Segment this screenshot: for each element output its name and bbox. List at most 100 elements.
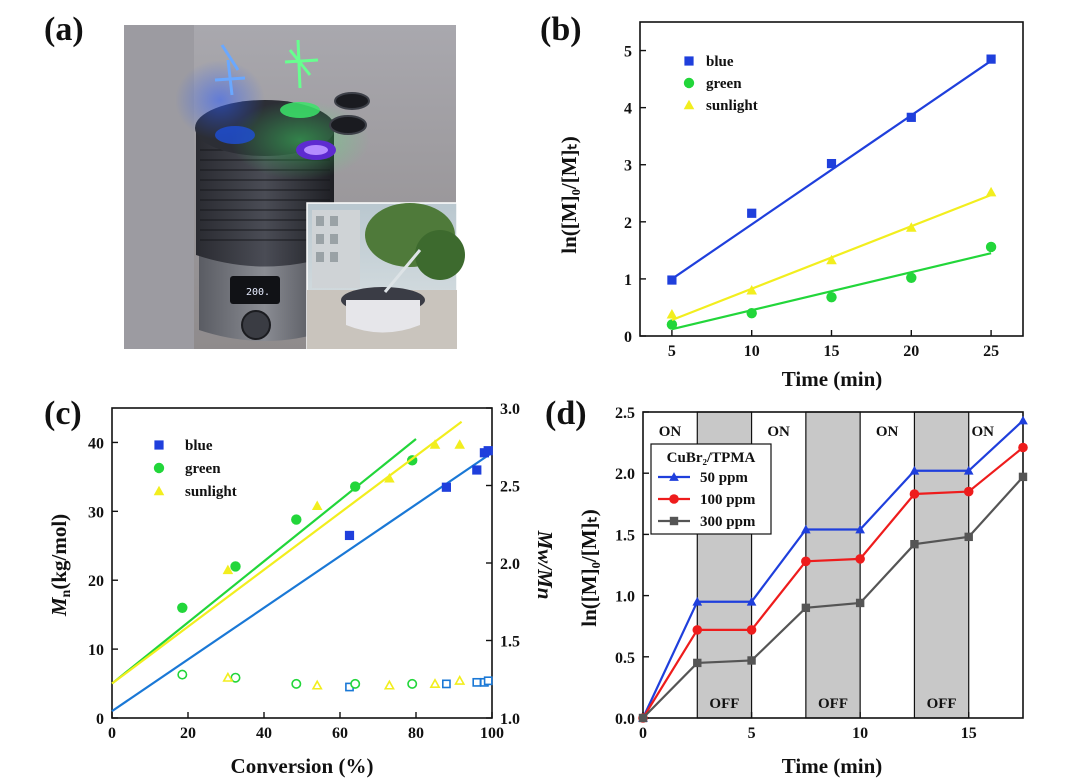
reactor-display: 200. — [246, 287, 270, 298]
chart-d-legend-label: 100 ppm — [700, 492, 756, 508]
chart-d-off-label: OFF — [818, 696, 848, 712]
chart-c-ytick-label: 30 — [88, 504, 104, 521]
chart-c-ytick-label: 0 — [96, 711, 104, 728]
chart-d-point-100-ppm — [855, 554, 865, 564]
chart-b-legend-marker-green — [683, 77, 695, 89]
chart-c-dispersity-point-blue — [441, 679, 451, 689]
chart-d-ytick-label: 0.5 — [615, 650, 635, 667]
chart-d-off-region — [805, 411, 861, 719]
chart-d-point-50-ppm — [801, 524, 811, 534]
chart-b-xtick-label: 20 — [903, 343, 919, 360]
chart-d-point-100-ppm — [1018, 442, 1028, 453]
chart-d: (d) OFF OFF OFF ON ON ON ON 0 5 10 15 0.0 0.5 1.0 1.5 2… — [545, 395, 1028, 778]
chart-d-point-100-ppm — [692, 625, 703, 635]
chart-c-dispersity-point-green — [407, 678, 418, 689]
panel-b-label: (b) — [540, 11, 582, 48]
chart-c-mn-point-sunlight — [384, 472, 395, 483]
chart-d-on-label: ON — [971, 424, 994, 440]
chart-c-xtick-label: 40 — [256, 725, 272, 742]
chart-d-point-100-ppm — [963, 486, 974, 497]
chart-c-ylabel: Mn(kg/mol) — [47, 514, 74, 617]
chart-d-legend-label: 50 ppm — [700, 470, 748, 486]
chart-b-legend-label-sunlight: sunlight — [706, 98, 758, 114]
chart-b-legend-label-green: green — [706, 76, 742, 92]
chart-c-mn-point-green — [230, 561, 241, 572]
chart-c-legend-marker-blue — [154, 440, 164, 450]
chart-d-on-label: ON — [876, 424, 899, 440]
chart-d-point-300-ppm — [801, 603, 811, 613]
chart-c-mn-point-blue — [483, 446, 493, 456]
chart-d-off-region — [913, 411, 970, 719]
chart-b-point-green — [666, 319, 678, 330]
panel-d-label: (d) — [545, 395, 587, 432]
chart-c-dispersity-point-sunlight — [454, 675, 466, 685]
chart-b-point-green — [826, 291, 837, 303]
chart-b-ytick-label: 2 — [624, 215, 632, 232]
chart-d-plot: OFF OFF OFF ON ON ON ON 0 5 10 15 0.0 0.5 1.0 1.5 2.0 2.… — [615, 405, 1028, 742]
chart-b-point-blue — [986, 54, 996, 64]
chart-c-dispersity-point-green — [230, 672, 241, 683]
chart-c-xtick-label: 80 — [408, 725, 424, 742]
chart-c-ytick-label: 20 — [88, 573, 104, 590]
chart-c-dispersity-point-sunlight — [429, 678, 441, 689]
chart-c-ylabel-rest: (kg/mol) — [47, 514, 71, 590]
chart-b-point-sunlight — [666, 309, 678, 319]
chart-b-point-sunlight — [985, 186, 997, 197]
chart-c-dispersity-point-sunlight — [222, 671, 234, 682]
chart-d-legend-label: 300 ppm — [700, 514, 756, 530]
chart-c-mn-point-green — [350, 481, 361, 492]
chart-d-line-300-ppm — [642, 476, 1024, 719]
chart-d-point-300-ppm — [964, 532, 973, 542]
chart-b-ytick-label: 0 — [624, 329, 632, 346]
chart-b-ytick-label: 3 — [624, 158, 632, 175]
chart-c: (c) 0 20 40 60 80 100 0 10 20 30 40 1.0 1.5 2.0 2.5 3.0… — [44, 395, 557, 778]
chart-b-ytick-label: 1 — [624, 272, 632, 289]
chart-d-on-label: ON — [659, 424, 682, 440]
chart-d-ytick-label: 0.0 — [615, 711, 635, 728]
chart-c-y2tick-label: 1.5 — [500, 634, 520, 651]
chart-c-plot: 0 20 40 60 80 100 0 10 20 30 40 1.0 1.5 2.0 2.5 3.0 blue… — [88, 401, 520, 742]
chart-b-plot: 5 10 15 20 25 0 1 2 3 4 5 blue green sunlight — [624, 21, 1024, 360]
chart-c-xtick-label: 60 — [332, 725, 348, 742]
chart-b-point-green — [985, 241, 997, 253]
chart-d-point-100-ppm — [909, 489, 920, 499]
chart-c-dispersity-point-blue — [472, 677, 482, 687]
chart-d-point-100-ppm — [801, 556, 811, 567]
chart-d-off-label: OFF — [709, 696, 739, 712]
chart-c-xtick-label: 0 — [108, 725, 116, 742]
chart-c-legend-marker-green — [153, 462, 165, 474]
chart-d-xtick-label: 0 — [639, 725, 647, 742]
panel-c-label: (c) — [44, 395, 82, 432]
chart-d-frame — [642, 411, 1024, 719]
chart-d-xtick-label: 15 — [961, 725, 977, 742]
chart-c-y2tick-label: 3.0 — [500, 401, 520, 418]
chart-d-line-50-ppm — [642, 419, 1024, 719]
chart-b-xtick-label: 5 — [668, 343, 676, 360]
chart-c-fit-blue — [111, 451, 493, 713]
chart-c-legend-label-green: green — [185, 461, 221, 477]
chart-b-fit-green — [671, 252, 992, 331]
chart-d-point-100-ppm — [746, 625, 757, 635]
chart-c-ytick-label: 40 — [88, 435, 104, 452]
chart-b: (b) 5 10 15 20 25 0 1 2 3 4 5 blue green sunlight Tim… — [540, 11, 1024, 391]
chart-c-ylabel-sub: n — [59, 589, 74, 597]
chart-d-off-label: OFF — [927, 696, 957, 712]
chart-c-mn-point-green — [291, 514, 302, 525]
chart-c-mn-point-blue — [344, 530, 355, 541]
chart-c-mn-point-blue — [472, 465, 482, 475]
chart-c-mn-point-sunlight — [429, 439, 441, 449]
chart-d-point-50-ppm — [1018, 415, 1028, 425]
chart-c-mn-point-sunlight — [222, 564, 234, 575]
chart-c-ytick-label: 10 — [88, 642, 104, 659]
chart-b-xtick-label: 10 — [744, 343, 760, 360]
chart-c-fit-green — [111, 438, 417, 685]
chart-c-dispersity-point-sunlight — [383, 679, 395, 690]
chart-d-legend-marker-300-ppm — [669, 516, 679, 526]
chart-b-point-sunlight — [826, 254, 837, 265]
chart-b-xtick-label: 15 — [824, 343, 840, 360]
chart-d-legend-title: CuBr₂/TPMA — [667, 450, 756, 466]
chart-c-fit-sunlight — [111, 420, 463, 685]
chart-c-y2label: Mw/Mn — [533, 530, 557, 600]
chart-d-ytick-label: 2.0 — [615, 466, 635, 483]
